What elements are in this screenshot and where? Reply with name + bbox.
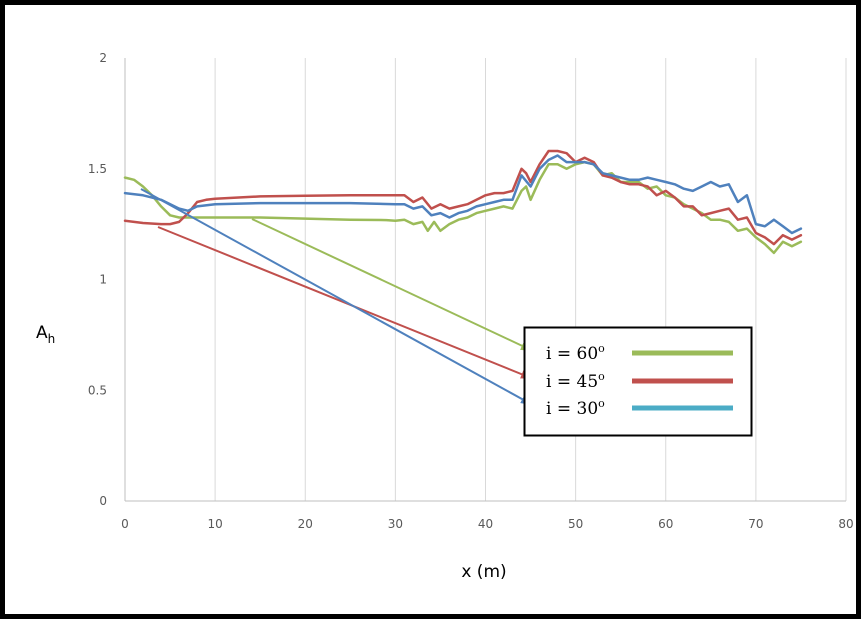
- x-tick-label: 0: [121, 517, 129, 531]
- series-line-30: [123, 154, 803, 235]
- y-tick-label: 0: [99, 494, 107, 508]
- legend-entry-30: i = 30o: [546, 397, 733, 419]
- x-tick-label: 30: [388, 517, 403, 531]
- x-tick-label: 60: [658, 517, 673, 531]
- tick-labels: 0 10 20 30 40 50 60 70 80 0 0.5 1 1.5 2: [88, 51, 854, 531]
- axes: [124, 58, 846, 502]
- legend-label-30: i = 30o: [546, 397, 605, 419]
- annotation-arrows: [140, 188, 533, 405]
- arrow-series-45: [157, 226, 533, 379]
- legend-label-45: i = 45o: [546, 370, 605, 392]
- legend-entry-60: i = 60o: [546, 342, 733, 364]
- x-tick-label: 50: [568, 517, 583, 531]
- y-tick-label: 0.5: [88, 383, 107, 397]
- x-tick-label: 70: [748, 517, 763, 531]
- x-tick-label: 20: [298, 517, 313, 531]
- y-tick-label: 2: [99, 51, 107, 65]
- y-axis-title: Ah: [36, 323, 55, 346]
- y-tick-label: 1: [99, 273, 107, 287]
- gridlines: [214, 58, 847, 501]
- series-line-45: [123, 149, 803, 246]
- legend-entry-45: i = 45o: [546, 370, 733, 392]
- arrow-series-30: [140, 188, 533, 405]
- x-tick-label: 10: [207, 517, 222, 531]
- x-tick-label: 80: [838, 517, 853, 531]
- x-tick-label: 40: [478, 517, 493, 531]
- series-line-60: [123, 160, 803, 255]
- legend: i = 60o i = 45o i = 30o: [523, 326, 753, 437]
- x-axis-title: x (m): [461, 562, 506, 582]
- arrow-series-60: [251, 218, 533, 351]
- legend-label-60: i = 60o: [546, 342, 605, 364]
- data-series: [123, 149, 803, 255]
- y-tick-label: 1.5: [88, 162, 107, 176]
